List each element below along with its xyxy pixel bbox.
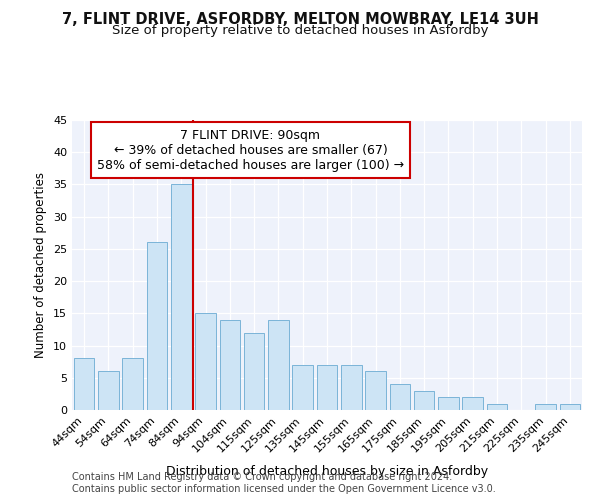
Bar: [171, 184, 191, 410]
Bar: [244, 332, 265, 410]
Bar: [389, 384, 410, 410]
Bar: [341, 365, 362, 410]
Bar: [365, 372, 386, 410]
Bar: [146, 242, 167, 410]
Text: 7 FLINT DRIVE: 90sqm
← 39% of detached houses are smaller (67)
58% of semi-detac: 7 FLINT DRIVE: 90sqm ← 39% of detached h…: [97, 128, 404, 172]
Text: Contains public sector information licensed under the Open Government Licence v3: Contains public sector information licen…: [72, 484, 496, 494]
Bar: [268, 320, 289, 410]
Bar: [98, 372, 119, 410]
Bar: [122, 358, 143, 410]
Bar: [195, 314, 216, 410]
Text: Size of property relative to detached houses in Asfordby: Size of property relative to detached ho…: [112, 24, 488, 37]
Bar: [317, 365, 337, 410]
Bar: [292, 365, 313, 410]
Text: 7, FLINT DRIVE, ASFORDBY, MELTON MOWBRAY, LE14 3UH: 7, FLINT DRIVE, ASFORDBY, MELTON MOWBRAY…: [62, 12, 538, 28]
Bar: [463, 397, 483, 410]
Bar: [487, 404, 508, 410]
Bar: [535, 404, 556, 410]
Bar: [74, 358, 94, 410]
Y-axis label: Number of detached properties: Number of detached properties: [34, 172, 47, 358]
Text: Contains HM Land Registry data © Crown copyright and database right 2024.: Contains HM Land Registry data © Crown c…: [72, 472, 452, 482]
X-axis label: Distribution of detached houses by size in Asfordby: Distribution of detached houses by size …: [166, 465, 488, 478]
Bar: [220, 320, 240, 410]
Bar: [438, 397, 459, 410]
Bar: [414, 390, 434, 410]
Bar: [560, 404, 580, 410]
